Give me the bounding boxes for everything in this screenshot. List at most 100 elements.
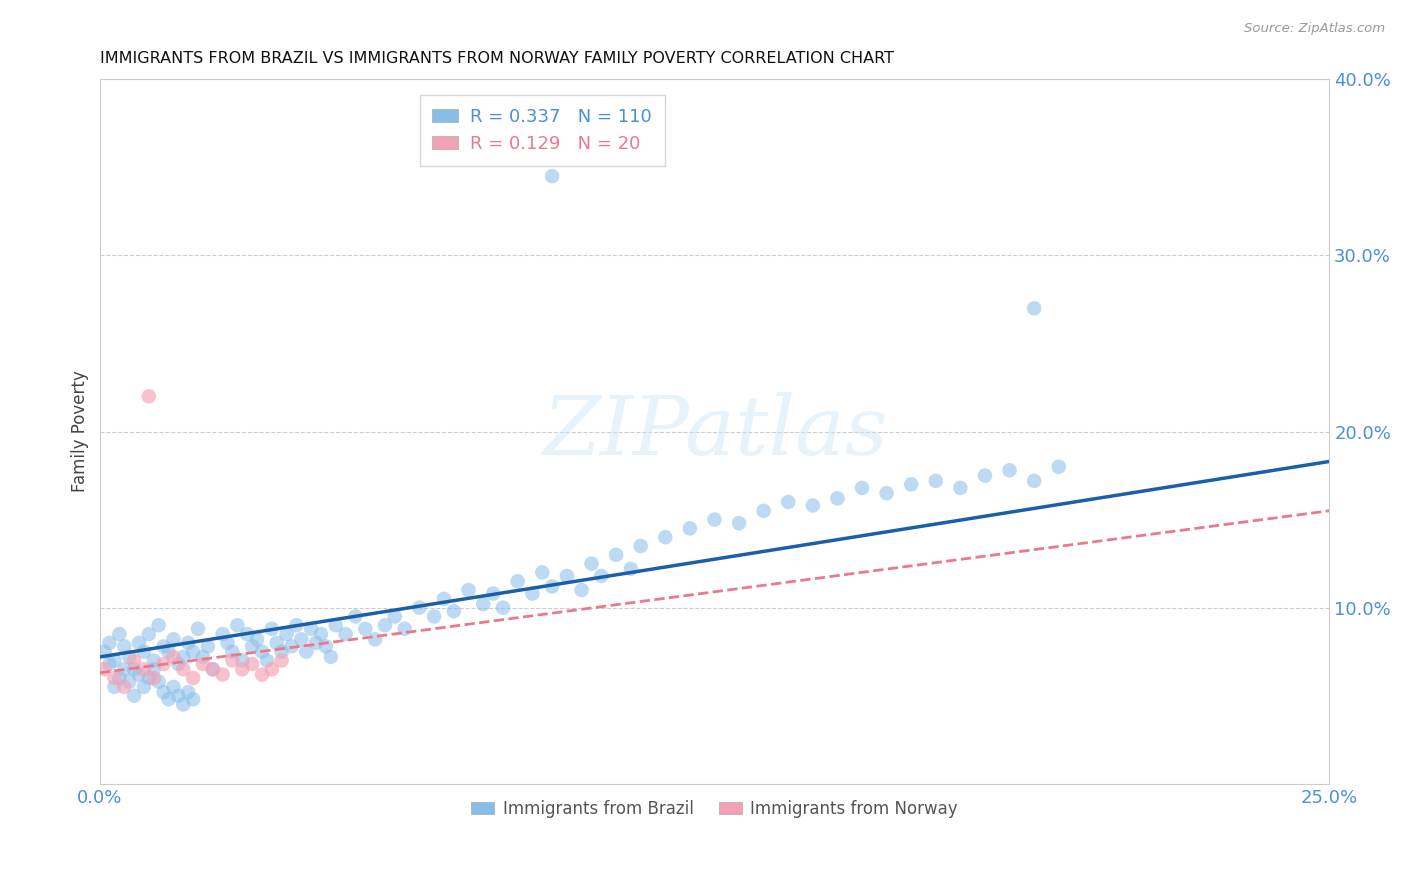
Point (260, 662, 283, 676)
Point (162, 680, 184, 694)
Point (605, 548, 627, 562)
Point (266, 636, 288, 650)
Point (103, 680, 125, 694)
Point (167, 689, 190, 703)
Point (152, 657, 174, 671)
Legend: Immigrants from Brazil, Immigrants from Norway: Immigrants from Brazil, Immigrants from … (464, 793, 965, 825)
Point (949, 481, 972, 495)
Point (98, 657, 121, 671)
Point (354, 622, 377, 636)
Point (142, 662, 165, 676)
Point (221, 653, 243, 667)
Point (172, 698, 194, 712)
Point (319, 649, 342, 664)
Point (315, 640, 337, 654)
Point (132, 680, 155, 694)
Point (172, 649, 194, 664)
Point (157, 692, 180, 706)
Point (276, 627, 298, 641)
Point (408, 600, 430, 615)
Point (177, 636, 200, 650)
Point (181, 645, 204, 659)
Point (240, 657, 263, 671)
Point (778, 495, 800, 509)
Point (157, 645, 180, 659)
Text: Source: ZipAtlas.com: Source: ZipAtlas.com (1244, 22, 1385, 36)
Point (1047, 459, 1070, 474)
Point (201, 662, 224, 676)
Point (181, 692, 204, 706)
Point (211, 627, 233, 641)
Point (191, 657, 214, 671)
Point (187, 622, 209, 636)
Point (112, 662, 135, 676)
Point (177, 685, 200, 699)
Point (108, 671, 131, 685)
Point (270, 645, 292, 659)
Point (270, 653, 292, 667)
Point (285, 618, 308, 632)
Point (226, 618, 249, 632)
Point (555, 569, 578, 583)
Point (305, 636, 328, 650)
Y-axis label: Family Poverty: Family Poverty (72, 371, 89, 492)
Point (122, 653, 145, 667)
Text: ZIPatlas: ZIPatlas (541, 392, 887, 472)
Text: IMMIGRANTS FROM BRAZIL VS IMMIGRANTS FROM NORWAY FAMILY POVERTY CORRELATION CHAR: IMMIGRANTS FROM BRAZIL VS IMMIGRANTS FRO… (100, 51, 894, 66)
Point (423, 609, 446, 624)
Point (118, 674, 141, 689)
Point (1024, 301, 1046, 316)
Point (384, 609, 406, 624)
Point (900, 477, 922, 491)
Point (148, 674, 170, 689)
Point (231, 662, 253, 676)
Point (364, 632, 387, 647)
Point (506, 574, 529, 589)
Point (344, 609, 367, 624)
Point (630, 539, 652, 553)
Point (620, 562, 643, 576)
Point (541, 169, 564, 184)
Point (827, 491, 849, 506)
Point (250, 645, 273, 659)
Point (221, 645, 243, 659)
Point (93, 645, 115, 659)
Point (309, 627, 332, 641)
Point (93, 662, 115, 676)
Point (522, 586, 544, 600)
Point (998, 463, 1021, 477)
Point (541, 580, 564, 594)
Point (103, 671, 125, 685)
Point (122, 689, 145, 703)
Point (103, 653, 125, 667)
Point (531, 566, 554, 580)
Point (260, 622, 283, 636)
Point (335, 627, 357, 641)
Point (876, 486, 898, 500)
Point (112, 680, 135, 694)
Point (752, 504, 775, 518)
Point (167, 657, 190, 671)
Point (152, 640, 174, 654)
Point (98, 636, 121, 650)
Point (191, 649, 214, 664)
Point (132, 662, 155, 676)
Point (240, 640, 263, 654)
Point (201, 662, 224, 676)
Point (181, 671, 204, 685)
Point (112, 640, 135, 654)
Point (162, 649, 184, 664)
Point (148, 618, 170, 632)
Point (299, 622, 322, 636)
Point (162, 632, 184, 647)
Point (128, 667, 150, 681)
Point (925, 474, 948, 488)
Point (197, 640, 219, 654)
Point (236, 627, 259, 641)
Point (433, 591, 456, 606)
Point (280, 640, 302, 654)
Point (394, 622, 416, 636)
Point (443, 604, 465, 618)
Point (217, 636, 239, 650)
Point (152, 685, 174, 699)
